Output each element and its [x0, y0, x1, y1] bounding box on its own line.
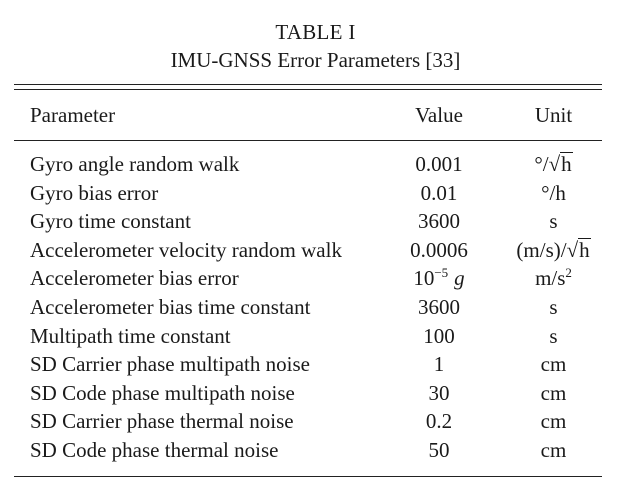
value-base: 10 [413, 266, 435, 291]
value-exponent: −5 [434, 265, 449, 281]
top-rule-inner [14, 89, 602, 90]
unit-radicand: h [560, 152, 573, 176]
table-row: Accelerometer bias error 10−5 g m/s2 [0, 264, 631, 292]
cell-value: 0.2 [425, 409, 453, 434]
cell-value: 0.001 [415, 152, 463, 176]
cell-unit: cm [540, 380, 567, 405]
cell-parameter: Gyro bias error [30, 180, 159, 205]
table-row: SD Code phase thermal noise 50 cm [0, 436, 631, 464]
header-value: Value [415, 103, 463, 127]
cell-parameter: Accelerometer bias time constant [30, 295, 311, 319]
cell-value: 1 [433, 352, 445, 377]
cell-parameter: Gyro angle random walk [30, 152, 240, 176]
cell-unit: (m/s)/√h [502, 236, 605, 264]
cell-parameter: Accelerometer bias error [30, 266, 239, 291]
cell-parameter: SD Carrier phase thermal noise [30, 409, 294, 434]
table-row: SD Carrier phase thermal noise 0.2 cm [0, 407, 631, 435]
unit-prefix: °/√ [534, 152, 561, 176]
unit-base: m/s [535, 266, 566, 291]
top-rule-outer [14, 84, 602, 85]
header-parameter: Parameter [30, 103, 116, 127]
cell-parameter: SD Code phase multipath noise [30, 380, 295, 405]
header-rule [14, 140, 602, 141]
cell-value: 3600 [418, 295, 460, 319]
cell-value: 50 [428, 438, 450, 462]
cell-unit: °/√h [502, 150, 605, 178]
unit-prefix: (m/s)/√ [516, 237, 579, 262]
cell-unit: cm [540, 352, 567, 377]
unit-radicand: h [578, 237, 591, 262]
cell-unit: s [549, 323, 558, 348]
cell-parameter: Accelerometer velocity random walk [30, 237, 342, 262]
cell-unit: cm [540, 409, 567, 434]
table-row: Accelerometer bias time constant 3600 s [0, 293, 631, 321]
table-row: Multipath time constant 100 s [0, 322, 631, 350]
cell-unit: m/s2 [502, 264, 605, 292]
cell-value: 10−5 g [394, 264, 484, 292]
cell-value: 30 [428, 380, 450, 405]
cell-parameter: Multipath time constant [30, 323, 231, 348]
unit-exponent: 2 [565, 265, 572, 281]
cell-unit: °/h [541, 180, 566, 205]
value-symbol: g [454, 266, 465, 291]
cell-value: 100 [423, 323, 455, 348]
cell-parameter: Gyro time constant [30, 209, 191, 234]
cell-parameter: SD Code phase thermal noise [30, 438, 279, 462]
cell-parameter: SD Carrier phase multipath noise [30, 352, 310, 377]
table-row: Gyro time constant 3600 s [0, 207, 631, 235]
table-row: Accelerometer velocity random walk 0.0006… [0, 236, 631, 264]
table-row: Gyro bias error 0.01 °/h [0, 179, 631, 207]
cell-unit: s [549, 209, 558, 234]
cell-value: 0.0006 [410, 237, 468, 262]
table-label: TABLE I [275, 20, 356, 44]
header-row: Parameter Value Unit [0, 101, 631, 129]
table-row: SD Carrier phase multipath noise 1 cm [0, 350, 631, 378]
cell-value: 3600 [418, 209, 460, 234]
bottom-rule [14, 476, 602, 477]
table-title: IMU-GNSS Error Parameters [33] [170, 48, 461, 72]
header-unit: Unit [534, 103, 573, 127]
cell-unit: s [549, 295, 558, 319]
table-row: Gyro angle random walk 0.001 °/√h [0, 150, 631, 178]
cell-unit: cm [540, 438, 567, 462]
cell-value: 0.01 [420, 180, 458, 205]
table-row: SD Code phase multipath noise 30 cm [0, 379, 631, 407]
